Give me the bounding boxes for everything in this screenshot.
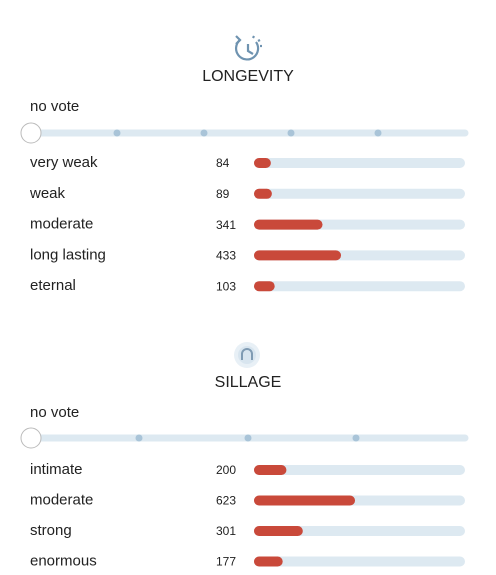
vote-count: 84 [216, 156, 230, 170]
option-label[interactable]: intimate [30, 461, 83, 478]
vote-status: no vote [30, 98, 79, 115]
bar [254, 465, 287, 475]
option-label[interactable]: very weak [30, 154, 98, 171]
bar-track [254, 188, 465, 199]
bar-track [254, 158, 465, 168]
bar [254, 526, 303, 536]
vote-count: 623 [216, 494, 236, 508]
bar [254, 556, 283, 567]
bar-track [254, 526, 465, 536]
bar [254, 495, 356, 506]
bar [254, 250, 342, 261]
vote-count: 103 [216, 279, 236, 293]
option-label[interactable]: strong [30, 522, 72, 539]
bar [254, 188, 272, 199]
bar-track [254, 556, 465, 567]
section-title: LONGEVITY [202, 68, 294, 85]
section-title: SILLAGE [215, 374, 282, 391]
vote-count: 177 [216, 555, 236, 569]
longevity-icon [235, 35, 262, 61]
bar [254, 219, 323, 230]
vote-count: 200 [216, 463, 236, 477]
vote-count: 433 [216, 249, 236, 263]
option-label[interactable]: long lasting [30, 246, 106, 263]
option-label[interactable]: moderate [30, 491, 93, 508]
vote-status: no vote [30, 404, 79, 421]
option-label[interactable]: eternal [30, 277, 76, 294]
vote-count: 341 [216, 218, 236, 232]
option-label[interactable]: enormous [30, 552, 97, 569]
option-label[interactable]: moderate [30, 216, 93, 233]
sillage-icon [234, 342, 260, 368]
sillage-slider[interactable] [20, 427, 469, 449]
bar [254, 158, 271, 168]
bar [254, 281, 275, 292]
vote-count: 89 [216, 187, 230, 201]
longevity-slider[interactable] [20, 122, 469, 144]
bar-track [254, 465, 465, 475]
option-label[interactable]: weak [29, 185, 66, 202]
bar-track [254, 281, 465, 292]
vote-count: 301 [216, 524, 236, 538]
